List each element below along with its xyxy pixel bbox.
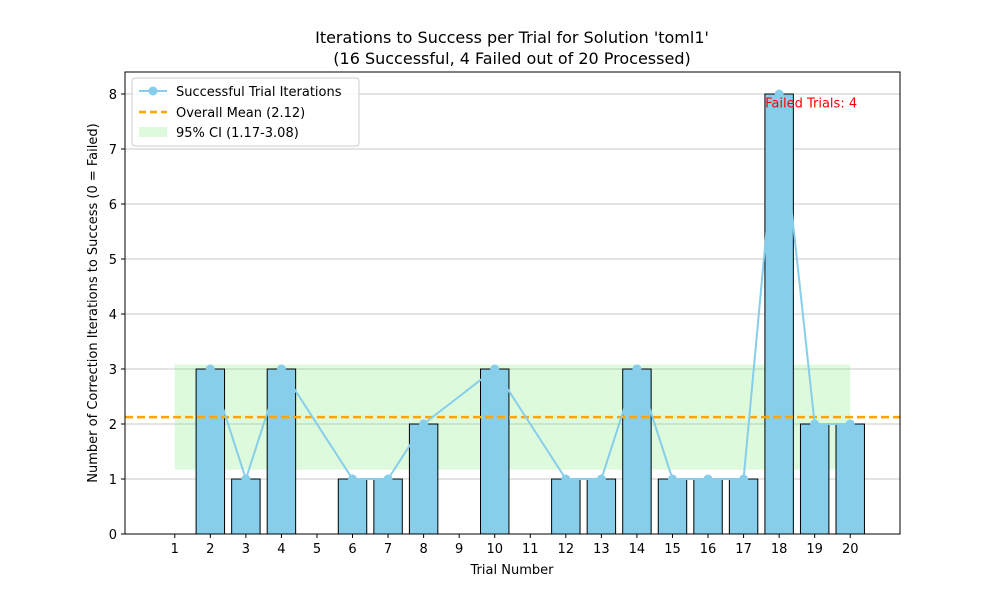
bar [195,368,226,535]
bar [480,368,510,535]
x-tick-label: 16 [700,542,717,557]
series-point [276,364,286,374]
x-tick-label: 4 [277,542,285,557]
bar [551,478,581,535]
legend-label-success: Successful Trial Iterations [176,85,342,100]
series-point [739,474,749,484]
x-tick-label: 20 [842,542,859,557]
series-point [774,89,784,99]
axes-frame [124,71,901,535]
x-tick-label: 8 [419,542,427,557]
x-axis-ticks: 1 2 3 4 5 6 7 8 9 10 11 12 13 14 15 16 17 18 19 20 [171,534,859,557]
bar [693,478,723,535]
grid-lines [125,93,900,480]
bar [799,423,830,535]
series-point [383,474,393,484]
bar [373,478,403,535]
x-tick-label: 10 [486,542,503,557]
series-point [490,364,500,374]
y-axis-label: Number of Correction Iterations to Succe… [86,123,101,482]
bar [622,368,652,535]
plot-frame [124,71,901,535]
bars [195,93,865,535]
series-point [419,419,429,429]
series-point [632,364,642,374]
legend-label-mean: Overall Mean (2.12) [176,106,305,121]
x-tick-label: 2 [206,542,214,557]
x-tick-label: 12 [558,542,575,557]
x-tick-label: 5 [313,542,321,557]
series-point [667,474,677,484]
series-point [596,474,606,484]
x-tick-label: 18 [771,542,788,557]
x-tick-label: 1 [171,542,179,557]
success-line-series [205,89,855,484]
x-tick-label: 14 [629,542,646,557]
y-tick-label: 4 [109,308,117,323]
x-axis-label: Trial Number [470,563,555,578]
series-point [810,419,820,429]
series-point [205,364,215,374]
bar [337,478,368,535]
x-tick-label: 19 [806,542,823,557]
bar [835,423,865,535]
x-tick-label: 11 [522,542,539,557]
legend-label-ci: 95% CI (1.17-3.08) [176,126,299,141]
series-point [845,419,855,429]
x-tick-label: 13 [593,542,610,557]
y-tick-label: 2 [109,418,117,433]
chart-title: Iterations to Success per Trial for Solu… [315,28,709,47]
x-tick-label: 7 [384,542,392,557]
bar [657,478,688,535]
bar [231,478,261,535]
y-tick-label: 7 [109,143,117,158]
legend-ci-swatch [139,127,167,137]
chart-subtitle: (16 Successful, 4 Failed out of 20 Proce… [333,49,690,68]
series-point [703,474,713,484]
y-tick-label: 3 [109,363,117,378]
x-tick-label: 17 [735,542,752,557]
x-tick-label: 3 [242,542,250,557]
bar [586,478,617,535]
failed-trials-annotation: Failed Trials: 4 [765,96,857,111]
series-point [561,474,571,484]
x-tick-label: 9 [455,542,463,557]
y-tick-label: 1 [109,473,117,488]
y-tick-label: 0 [109,528,117,543]
x-tick-label: 15 [664,542,681,557]
series-point [348,474,358,484]
y-tick-label: 8 [109,88,117,103]
y-axis-ticks: 0 1 2 3 4 5 6 7 8 [109,88,125,543]
legend: Successful Trial Iterations Overall Mean… [131,77,360,147]
x-tick-label: 6 [348,542,356,557]
y-tick-label: 5 [109,253,117,268]
legend-box [131,77,360,147]
bar [728,478,759,535]
legend-marker-swatch [148,86,158,96]
series-point [241,474,251,484]
bar [266,368,297,535]
y-tick-label: 6 [109,198,117,213]
series-line [209,93,851,483]
bar [764,93,794,535]
